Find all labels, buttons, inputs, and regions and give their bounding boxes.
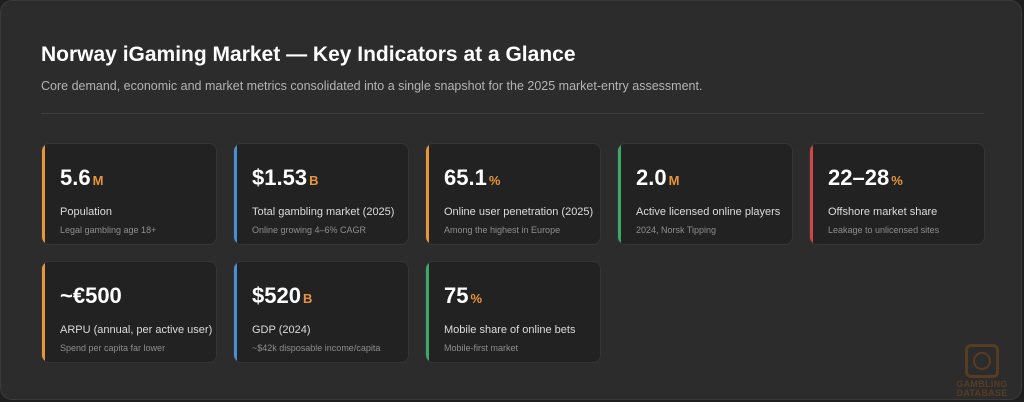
kpi-value: 5.6 M [60, 165, 104, 190]
kpi-note: Legal gambling age 18+ [60, 225, 157, 235]
kpi-label: GDP (2024) [252, 324, 311, 336]
card-accent [426, 144, 429, 244]
watermark-line2: DATABASE [956, 388, 1008, 398]
watermark-logo: GAMBLING DATABASE [950, 344, 1014, 398]
kpi-card-offshore-share: 22–28% Offshore market share Leakage to … [809, 143, 985, 245]
card-accent [618, 144, 621, 244]
kpi-value: 2.0 M [636, 165, 680, 190]
kpi-label: Total gambling market (2025) [252, 206, 395, 218]
kpi-label: Offshore market share [828, 206, 938, 218]
page-subtitle: Core demand, economic and market metrics… [41, 79, 703, 93]
kpi-label: Active licensed online players [636, 206, 781, 218]
kpi-unit: M [668, 173, 680, 188]
page-title: Norway iGaming Market — Key Indicators a… [41, 43, 576, 66]
card-accent [42, 144, 45, 244]
kpi-card-total-market: $1.53 B Total gambling market (2025) Onli… [233, 143, 409, 245]
kpi-value: ~€500 [60, 283, 122, 308]
divider [41, 113, 984, 114]
kpi-note: Mobile-first market [444, 343, 519, 353]
kpi-note: Among the highest in Europe [444, 225, 561, 235]
kpi-value: $520 B [252, 283, 313, 308]
kpi-note: Online growing 4–6% CAGR [252, 225, 367, 235]
kpi-note: Leakage to unlicensed sites [828, 225, 940, 235]
kpi-card-gdp: $520 B GDP (2024) ~$42k disposable income… [233, 261, 409, 363]
kpi-card-online-penetration: 65.1% Online user penetration (2025) Amo… [425, 143, 601, 245]
kpi-value: 75% [444, 283, 483, 308]
card-accent [42, 262, 45, 362]
card-accent [234, 144, 237, 244]
kpi-unit: % [891, 173, 903, 188]
kpi-label: Population [60, 206, 112, 218]
kpi-card-active-players: 2.0 M Active licensed online players 2024… [617, 143, 793, 245]
kpi-value: 65.1% [444, 165, 501, 190]
kpi-unit: M [92, 173, 104, 188]
logo-icon [965, 344, 999, 378]
kpi-label: Online user penetration (2025) [444, 206, 594, 218]
card-accent [234, 262, 237, 362]
kpi-grid: 5.6 M Population Legal gambling age 18+ $… [41, 143, 985, 363]
kpi-label: Mobile share of online bets [444, 324, 576, 336]
watermark-line1: GAMBLING [956, 379, 1008, 389]
card-accent [426, 262, 429, 362]
kpi-label: ARPU (annual, per active user) [60, 324, 213, 336]
kpi-note: Spend per capita far lower [60, 343, 166, 353]
kpi-unit: % [470, 291, 483, 306]
kpi-value: $1.53 B [252, 165, 319, 190]
kpi-value: 22–28% [828, 165, 903, 190]
kpi-unit: % [488, 173, 501, 188]
kpi-card-arpu: ~€500 ARPU (annual, per active user) Spe… [41, 261, 217, 363]
kpi-note: ~$42k disposable income/capita [252, 343, 381, 353]
kpi-card-population: 5.6 M Population Legal gambling age 18+ [41, 143, 217, 245]
kpi-note: 2024, Norsk Tipping [636, 225, 717, 235]
kpi-card-mobile-share: 75% Mobile share of online bets Mobile-f… [425, 261, 601, 363]
card-accent [810, 144, 813, 244]
kpi-unit: B [302, 291, 313, 306]
kpi-unit: B [309, 173, 319, 188]
